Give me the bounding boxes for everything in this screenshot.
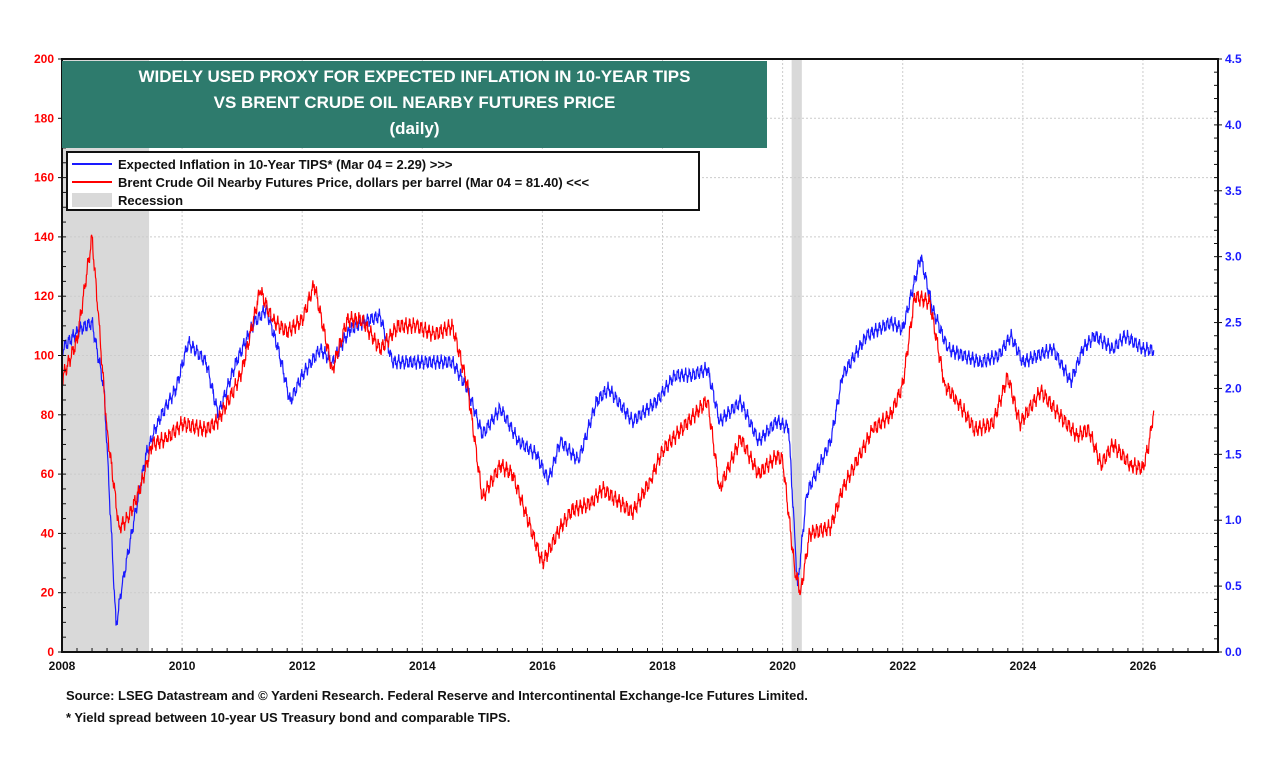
y-left-tick-label: 40	[41, 526, 55, 540]
y-right-tick-label: 0.5	[1225, 579, 1242, 593]
y-left-tick-label: 100	[34, 349, 54, 363]
y-right-tick-label: 3.5	[1225, 184, 1242, 198]
chart-title: WIDELY USED PROXY FOR EXPECTED INFLATION…	[62, 61, 767, 148]
x-tick-label: 2014	[409, 659, 436, 673]
y-right-tick-label: 4.0	[1225, 118, 1242, 132]
source-note: Source: LSEG Datastream and © Yardeni Re…	[66, 688, 808, 703]
x-tick-label: 2008	[49, 659, 76, 673]
y-left-tick-label: 60	[41, 467, 55, 481]
y-right-tick-label: 3.0	[1225, 250, 1242, 264]
x-tick-label: 2010	[169, 659, 196, 673]
series-line-tips	[61, 254, 1155, 626]
x-tick-label: 2016	[529, 659, 556, 673]
y-right-tick-label: 1.0	[1225, 513, 1242, 527]
y-left-tick-label: 160	[34, 171, 54, 185]
legend-item-tips: Expected Inflation in 10-Year TIPS* (Mar…	[72, 155, 694, 173]
y-right-tick-label: 2.0	[1225, 381, 1242, 395]
y-left-tick-label: 180	[34, 111, 54, 125]
legend: Expected Inflation in 10-Year TIPS* (Mar…	[66, 151, 700, 211]
series-line-brent	[61, 234, 1155, 596]
title-line-2: VS BRENT CRUDE OIL NEARBY FUTURES PRICE	[213, 93, 616, 112]
x-tick-label: 2018	[649, 659, 676, 673]
title-line-3: (daily)	[389, 119, 440, 138]
x-tick-label: 2020	[769, 659, 796, 673]
legend-item-brent: Brent Crude Oil Nearby Futures Price, do…	[72, 173, 694, 191]
y-left-tick-label: 120	[34, 289, 54, 303]
x-tick-label: 2026	[1130, 659, 1157, 673]
y-right-tick-label: 2.5	[1225, 316, 1242, 330]
legend-label-recession: Recession	[118, 192, 184, 208]
recession-band	[791, 59, 802, 652]
y-right-tick-label: 0.0	[1225, 645, 1242, 659]
legend-label-tips: Expected Inflation in 10-Year TIPS* (Mar…	[118, 156, 453, 172]
x-tick-label: 2012	[289, 659, 316, 673]
y-left-tick-label: 0	[47, 645, 54, 659]
y-left-tick-label: 80	[41, 408, 55, 422]
y-right-tick-label: 1.5	[1225, 447, 1242, 461]
x-tick-label: 2024	[1009, 659, 1036, 673]
y-right-tick-label: 4.5	[1225, 52, 1242, 66]
x-tick-label: 2022	[889, 659, 916, 673]
y-left-tick-label: 140	[34, 230, 54, 244]
legend-swatch-recession	[72, 193, 112, 207]
legend-swatch-red	[72, 181, 112, 183]
legend-label-brent: Brent Crude Oil Nearby Futures Price, do…	[118, 174, 590, 190]
title-line-1: WIDELY USED PROXY FOR EXPECTED INFLATION…	[138, 67, 691, 86]
legend-swatch-blue	[72, 163, 112, 165]
y-left-tick-label: 200	[34, 52, 54, 66]
footnote: * Yield spread between 10-year US Treasu…	[66, 710, 511, 725]
y-left-tick-label: 20	[41, 586, 55, 600]
legend-item-recession: Recession	[72, 191, 694, 209]
